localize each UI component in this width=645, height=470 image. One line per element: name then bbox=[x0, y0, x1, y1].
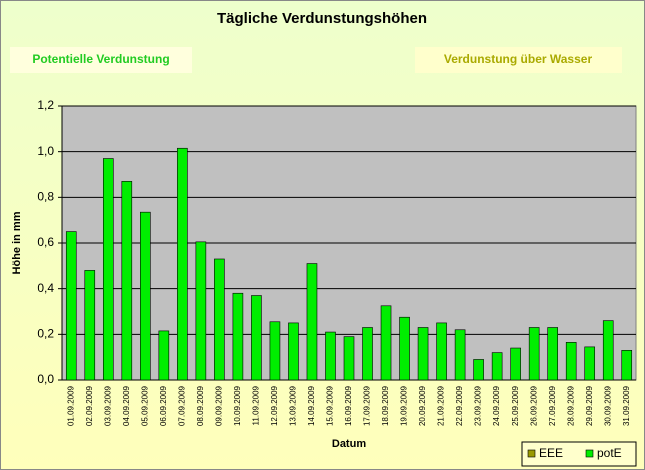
bar bbox=[417, 327, 429, 381]
x-tick-label: 30.09.2009 bbox=[603, 385, 612, 426]
bar bbox=[510, 347, 521, 381]
x-tick-label: 11.09.2009 bbox=[252, 385, 261, 425]
x-tick-label: 17.09.2009 bbox=[363, 385, 372, 426]
x-tick-label: 23.09.2009 bbox=[474, 385, 483, 426]
bar bbox=[436, 322, 447, 381]
x-tick-label: 02.09.2009 bbox=[85, 385, 94, 426]
button[interactable]: Verdunstung über Wasser bbox=[415, 47, 622, 73]
y-axis-label: Höhe in mm bbox=[11, 211, 23, 274]
x-tick-label: 22.09.2009 bbox=[455, 385, 464, 426]
x-tick-label: 04.09.2009 bbox=[122, 385, 131, 426]
y-tick-label: 1,2 bbox=[37, 98, 54, 112]
bar bbox=[102, 158, 114, 381]
x-tick-label: 01.09.2009 bbox=[66, 385, 75, 426]
legend-swatch bbox=[585, 449, 594, 458]
bar bbox=[565, 342, 577, 381]
x-tick-label: 12.09.2009 bbox=[270, 385, 279, 426]
bar bbox=[602, 320, 614, 381]
bar bbox=[251, 295, 262, 381]
bar bbox=[399, 316, 410, 381]
bar bbox=[584, 346, 596, 381]
x-tick-label: 03.09.2009 bbox=[103, 385, 112, 426]
y-tick-label: 1,0 bbox=[37, 144, 54, 158]
bar bbox=[65, 231, 77, 381]
x-axis-label: Datum bbox=[332, 438, 366, 450]
x-tick-label: 21.09.2009 bbox=[437, 385, 446, 426]
x-tick-label: 31.09.2009 bbox=[622, 385, 631, 426]
bar bbox=[380, 305, 392, 381]
bar bbox=[473, 359, 484, 381]
x-tick-label: 25.09.2009 bbox=[511, 385, 520, 426]
button-bg[interactable] bbox=[10, 47, 192, 73]
x-tick-label: 14.09.2009 bbox=[307, 385, 316, 426]
bar bbox=[269, 321, 281, 381]
x-tick-label: 26.09.2009 bbox=[529, 385, 538, 426]
bar bbox=[121, 181, 133, 381]
legend bbox=[521, 441, 637, 467]
x-tick-label: 29.09.2009 bbox=[585, 385, 594, 426]
y-tick-label: 0,2 bbox=[37, 327, 54, 341]
x-tick-label: 19.09.2009 bbox=[400, 385, 409, 426]
bar bbox=[528, 327, 540, 381]
chart-title: Tägliche Verdunstungshöhen bbox=[217, 10, 427, 27]
x-tick-label: 24.09.2009 bbox=[492, 385, 501, 426]
x-tick-label: 28.09.2009 bbox=[566, 385, 575, 426]
y-tick-label: 0,6 bbox=[37, 235, 54, 249]
bar bbox=[306, 263, 318, 381]
button-label[interactable]: Verdunstung über Wasser bbox=[444, 52, 593, 66]
x-tick-label: 09.09.2009 bbox=[214, 385, 223, 426]
y-tick-label: 0,4 bbox=[37, 281, 54, 295]
legend-label: potE bbox=[597, 446, 622, 460]
x-tick-label: 13.09.2009 bbox=[289, 385, 298, 426]
button[interactable]: Potentielle Verdunstung bbox=[10, 47, 192, 73]
bar bbox=[84, 270, 96, 381]
bar bbox=[195, 241, 207, 381]
x-tick-label: 08.09.2009 bbox=[196, 385, 205, 426]
x-tick-label: 06.09.2009 bbox=[159, 385, 168, 426]
legend-swatch bbox=[527, 449, 536, 458]
bar bbox=[232, 292, 244, 381]
bar bbox=[177, 147, 188, 381]
x-tick-label: 07.09.2009 bbox=[177, 385, 186, 426]
bar bbox=[158, 330, 170, 381]
y-tick-label: 0,8 bbox=[37, 190, 54, 204]
button-label[interactable]: Potentielle Verdunstung bbox=[32, 52, 169, 66]
bar bbox=[140, 211, 151, 381]
x-tick-label: 20.09.2009 bbox=[418, 385, 427, 426]
x-tick-label: 15.09.2009 bbox=[326, 385, 335, 426]
bar bbox=[214, 258, 225, 381]
bar bbox=[621, 350, 633, 381]
bar bbox=[343, 336, 355, 381]
x-tick-label: 18.09.2009 bbox=[381, 385, 390, 426]
bar bbox=[288, 322, 299, 381]
bar bbox=[362, 327, 373, 381]
x-tick-label: 05.09.2009 bbox=[140, 385, 149, 426]
y-tick-label: 0,0 bbox=[37, 372, 54, 386]
bar bbox=[454, 329, 466, 381]
bar bbox=[325, 331, 336, 381]
bar bbox=[547, 327, 558, 381]
legend-label: EEE bbox=[539, 446, 563, 460]
x-tick-label: 10.09.2009 bbox=[233, 385, 242, 426]
x-tick-label: 16.09.2009 bbox=[344, 385, 353, 426]
x-tick-label: 27.09.2009 bbox=[548, 385, 557, 426]
bar bbox=[491, 352, 503, 381]
button-bg[interactable] bbox=[415, 47, 622, 73]
